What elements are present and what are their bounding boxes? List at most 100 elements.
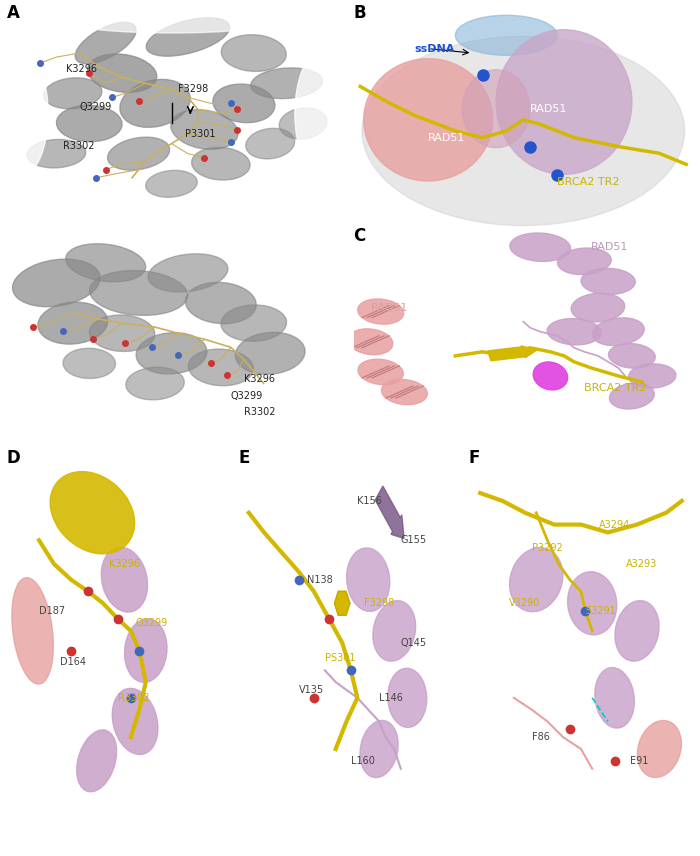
Text: A3294: A3294: [599, 520, 630, 530]
Ellipse shape: [358, 299, 404, 324]
Text: R3302: R3302: [63, 140, 94, 151]
Ellipse shape: [186, 282, 256, 324]
Ellipse shape: [382, 379, 428, 405]
Ellipse shape: [510, 233, 570, 261]
Text: BRCA2 TR2: BRCA2 TR2: [584, 383, 647, 393]
Text: A: A: [7, 4, 20, 22]
Ellipse shape: [364, 58, 493, 181]
Text: Q3299: Q3299: [79, 103, 111, 112]
Ellipse shape: [90, 315, 155, 352]
Ellipse shape: [373, 601, 416, 661]
Ellipse shape: [615, 601, 659, 661]
Ellipse shape: [610, 383, 655, 409]
Text: F86: F86: [532, 732, 550, 742]
Ellipse shape: [77, 730, 117, 792]
Ellipse shape: [146, 170, 197, 197]
Ellipse shape: [126, 367, 184, 400]
Ellipse shape: [251, 68, 323, 98]
Text: L146: L146: [379, 693, 403, 703]
Text: RAD51: RAD51: [530, 104, 568, 114]
Ellipse shape: [108, 137, 169, 170]
Ellipse shape: [360, 721, 398, 777]
Ellipse shape: [63, 348, 116, 378]
Ellipse shape: [348, 329, 393, 354]
Text: Q3299: Q3299: [135, 618, 167, 628]
Ellipse shape: [43, 78, 102, 109]
FancyArrow shape: [375, 486, 404, 538]
Ellipse shape: [358, 360, 403, 384]
Text: BRCA2 TR2: BRCA2 TR2: [557, 177, 620, 187]
Text: F3298: F3298: [178, 84, 209, 94]
Ellipse shape: [462, 70, 530, 147]
Ellipse shape: [213, 84, 275, 122]
Text: PS301: PS301: [325, 653, 356, 663]
Ellipse shape: [592, 318, 644, 346]
Text: E: E: [238, 449, 249, 467]
Text: E91: E91: [630, 756, 649, 766]
Text: K3296: K3296: [66, 64, 97, 74]
Ellipse shape: [146, 18, 230, 56]
Ellipse shape: [571, 294, 624, 322]
Text: S3291: S3291: [585, 606, 616, 616]
Ellipse shape: [27, 140, 86, 168]
Ellipse shape: [0, 53, 48, 174]
Ellipse shape: [13, 259, 100, 306]
Text: V135: V135: [299, 685, 324, 695]
Polygon shape: [335, 591, 350, 615]
Ellipse shape: [12, 578, 53, 684]
FancyArrow shape: [488, 346, 537, 360]
Ellipse shape: [188, 349, 253, 386]
Text: RAD51: RAD51: [370, 302, 408, 312]
Ellipse shape: [73, 13, 270, 33]
Text: RAD51: RAD51: [591, 242, 629, 253]
Text: N138: N138: [307, 574, 333, 585]
Ellipse shape: [246, 128, 295, 159]
Ellipse shape: [388, 669, 427, 728]
Text: B: B: [354, 4, 366, 22]
Ellipse shape: [112, 688, 158, 754]
Ellipse shape: [57, 105, 122, 141]
Text: F: F: [469, 449, 480, 467]
Ellipse shape: [88, 54, 157, 92]
Text: Q145: Q145: [400, 638, 427, 648]
Text: K156: K156: [358, 496, 382, 506]
Ellipse shape: [148, 253, 228, 292]
Text: P3292: P3292: [532, 544, 563, 553]
Ellipse shape: [50, 472, 134, 554]
Ellipse shape: [102, 547, 148, 612]
Ellipse shape: [362, 37, 685, 226]
Ellipse shape: [568, 572, 617, 635]
Ellipse shape: [629, 364, 676, 388]
Ellipse shape: [136, 333, 207, 374]
Text: ssDNA: ssDNA: [414, 44, 455, 54]
Ellipse shape: [235, 332, 305, 374]
Text: D164: D164: [60, 657, 86, 668]
Ellipse shape: [120, 80, 190, 128]
Ellipse shape: [557, 248, 611, 275]
Ellipse shape: [547, 318, 601, 345]
Ellipse shape: [595, 668, 634, 728]
Ellipse shape: [90, 270, 188, 315]
Ellipse shape: [638, 721, 681, 777]
Text: K3296: K3296: [244, 374, 275, 384]
Ellipse shape: [221, 35, 286, 71]
Ellipse shape: [496, 30, 632, 175]
Ellipse shape: [510, 548, 563, 612]
Text: R3302: R3302: [118, 693, 150, 703]
Ellipse shape: [533, 362, 568, 390]
Text: F3298: F3298: [364, 598, 394, 609]
Ellipse shape: [295, 53, 344, 174]
Text: D: D: [7, 449, 21, 467]
Text: V3290: V3290: [510, 598, 540, 609]
Ellipse shape: [608, 343, 655, 368]
Ellipse shape: [455, 15, 557, 56]
Ellipse shape: [38, 302, 108, 344]
Ellipse shape: [66, 244, 146, 282]
Ellipse shape: [221, 305, 286, 342]
Text: RAD51: RAD51: [428, 133, 466, 143]
Ellipse shape: [192, 147, 250, 180]
Ellipse shape: [346, 548, 390, 611]
Text: P3301: P3301: [185, 128, 215, 139]
Ellipse shape: [75, 22, 136, 64]
Text: K3296: K3296: [109, 559, 141, 569]
